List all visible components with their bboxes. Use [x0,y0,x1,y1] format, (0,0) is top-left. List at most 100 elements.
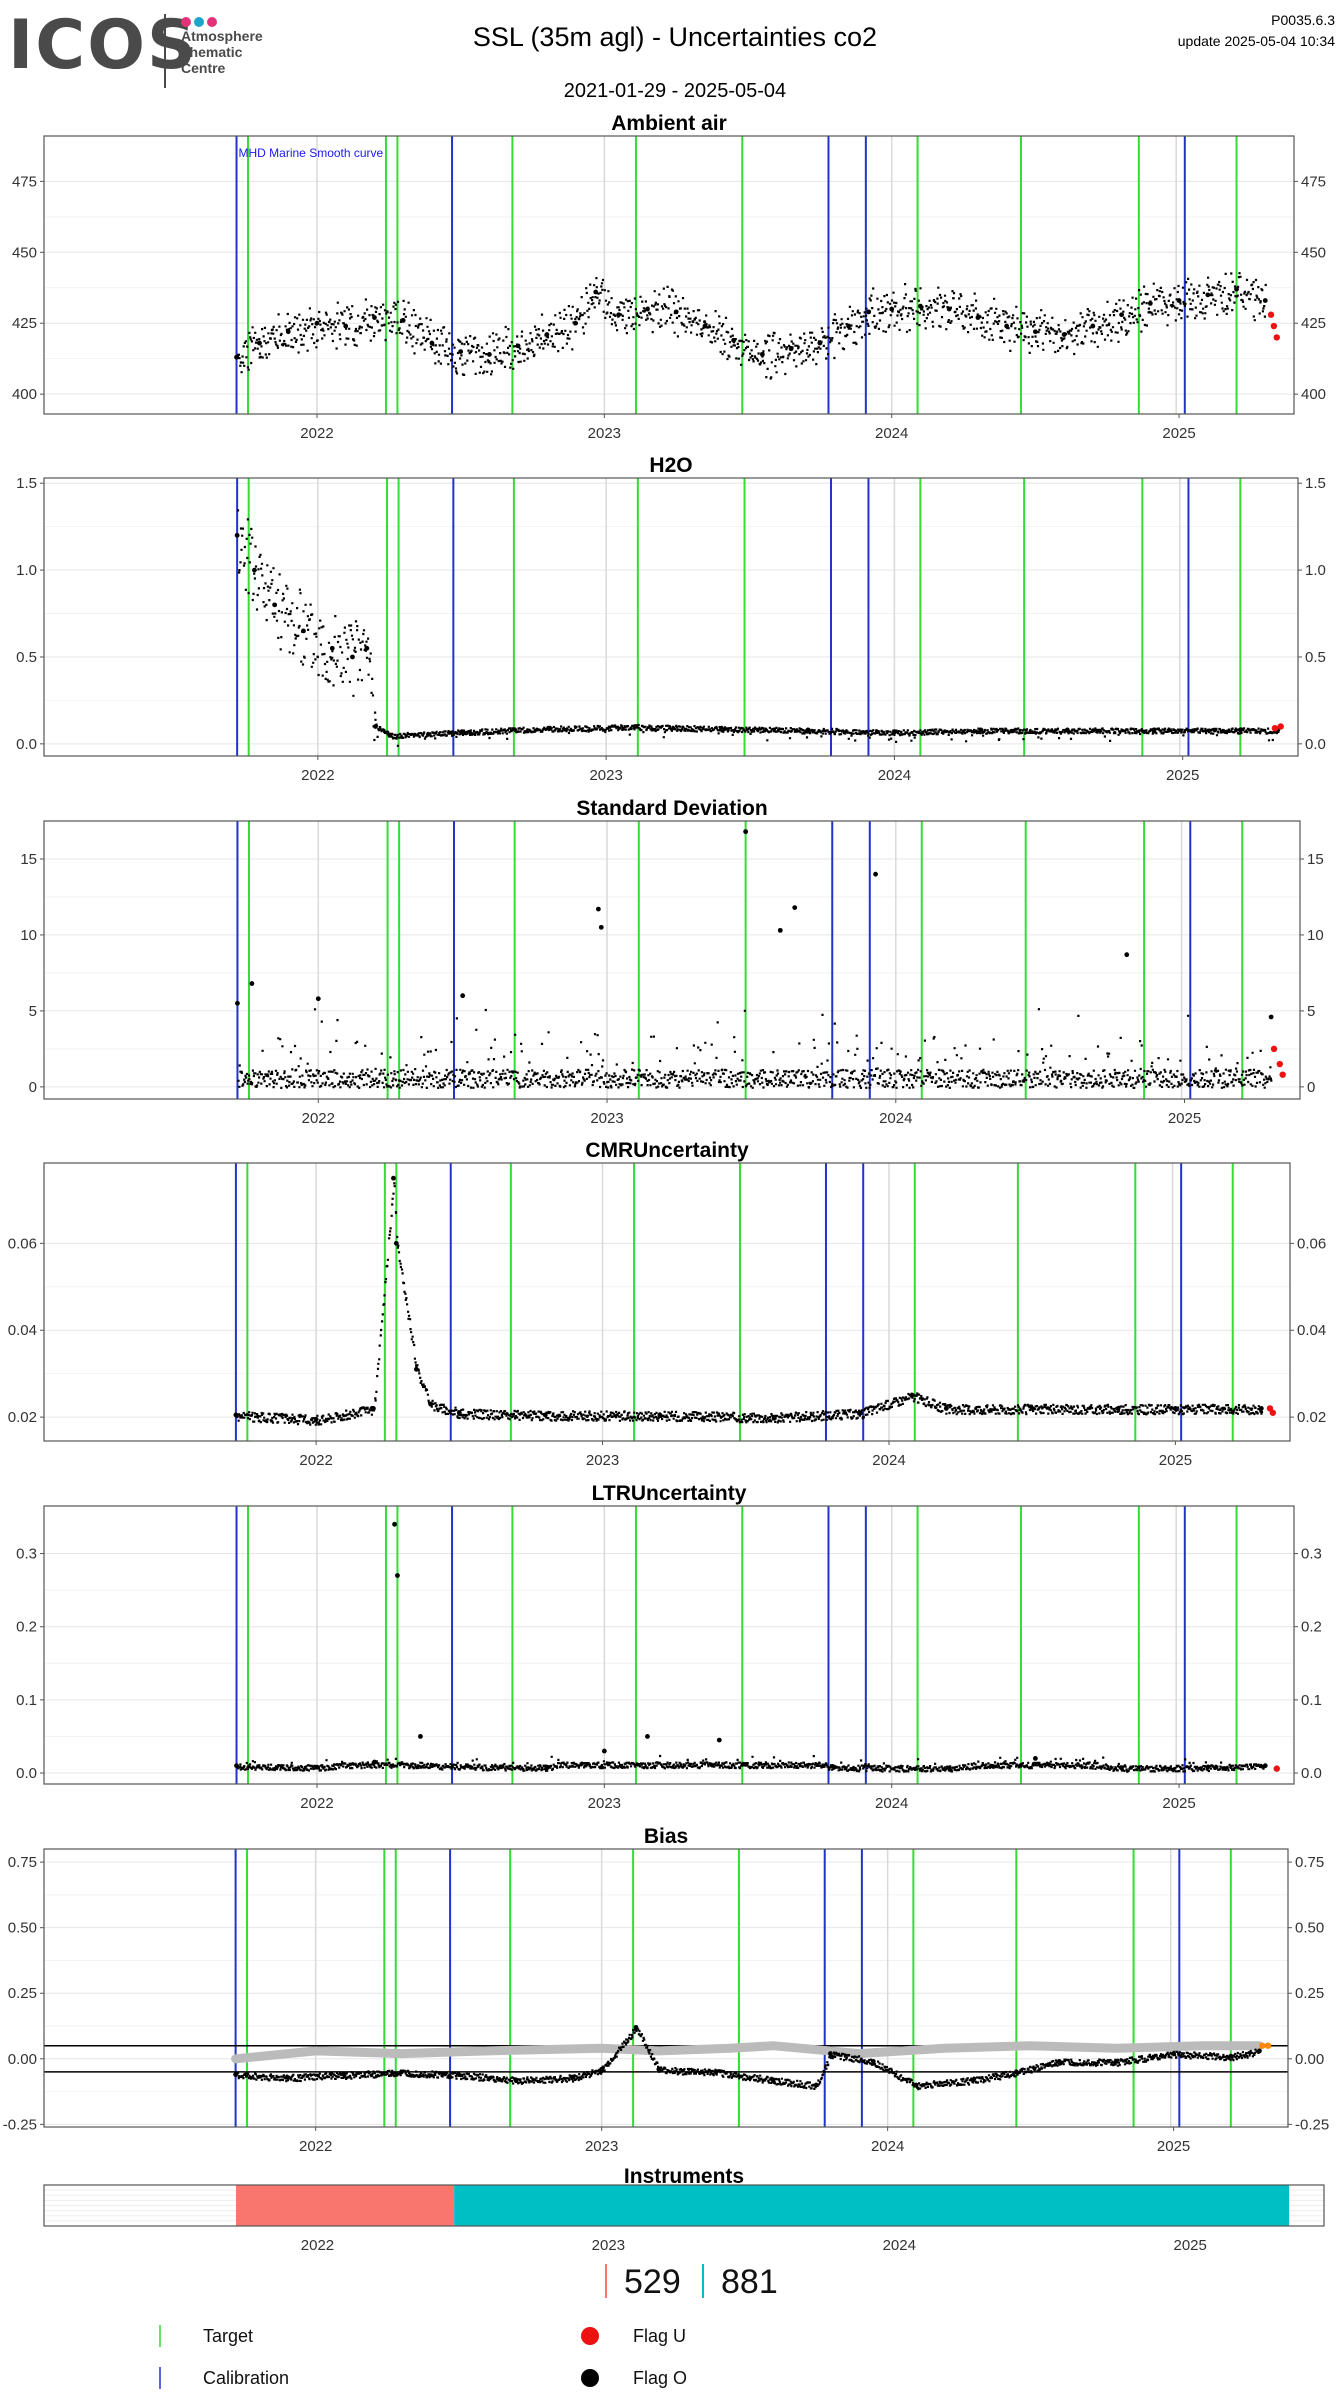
data-point-flag-o [458,349,464,354]
data-point-flag-u [1277,723,1284,730]
instrument-segment-881 [454,2185,1290,2226]
instrument-segment-529 [236,2185,455,2226]
data-point-flag-o [656,2066,662,2072]
data-point-flag-o [978,727,984,733]
data-point-flag-o [372,315,377,320]
data-point-flag-o [546,725,551,731]
logo-subtitle: Atmosphere Thematic Centre [181,28,263,76]
data-point-flag-o [598,924,604,930]
panel-title: Standard Deviation [576,797,767,820]
logo-line-3: Centre [181,60,226,76]
data-point-flag-o [743,829,749,835]
y-tick-label: 0.2 [1301,1619,1322,1636]
y-tick-label: -0.25 [3,2116,37,2133]
update-label: update 2025-05-04 10:34 [1177,33,1335,49]
x-tick-label: 2025 [1166,767,1199,784]
logo-line-2: Thematic [181,44,243,60]
y-tick-label: 0.06 [1297,1235,1326,1252]
data-point-flag-o [813,2082,819,2088]
data-point-flag-o [828,2051,833,2056]
data-point-flag-o [314,320,320,326]
data-point-flag-o [1013,2069,1019,2075]
data-cloud [237,1008,1273,1089]
x-tick-label: 2022 [301,767,334,784]
data-point-flag-o [616,312,622,318]
x-tick-label: 2022 [299,2138,332,2155]
y-tick-label: 10 [1307,927,1324,944]
x-tick-label: 2022 [300,425,333,442]
instrument-label: 881 [721,2263,778,2301]
data-point-flag-o [364,645,370,651]
data-point-flag-o [392,1521,397,1527]
y-tick-label: 0.2 [16,1619,37,1636]
data-point-flag-o [252,567,257,573]
data-point-flag-o [249,981,255,986]
data-point-flag-u [1269,1409,1277,1416]
data-point-flag-o [645,1734,650,1739]
y-tick-label: 0.02 [1297,1409,1326,1426]
data-point-flag-u [1279,1071,1286,1078]
data-point-flag-o [544,332,550,337]
data-point-flag-o [593,289,599,295]
data-point-flag-o [313,1416,319,1422]
legend-label: Flag O [633,2368,687,2388]
data-point-last [1264,2042,1272,2049]
x-tick-label: 2025 [1162,425,1195,442]
legend-key [581,2327,599,2345]
data-point-flag-o [315,996,321,1002]
y-tick-label: 0.50 [1295,1920,1324,1937]
data-point-flag-o [272,602,278,608]
data-point-flag-o [570,2074,576,2080]
data-point-flag-o [395,1573,400,1578]
data-point-flag-o [1147,300,1153,306]
data-point-flag-o [413,1366,419,1372]
data-point-flag-o [1262,298,1268,303]
data-point-flag-o [657,1412,663,1418]
data-point-flag-u [1270,1045,1278,1053]
y-tick-label: 0.50 [8,1920,37,1937]
x-tick-label: 2025 [1168,1110,1201,1127]
data-point-flag-o [350,654,355,660]
panel-4 [40,1505,1298,1788]
data-point-flag-o [909,1392,915,1398]
legend-label: Calibration [203,2368,289,2388]
data-point-flag-o [418,1734,423,1739]
x-tick-label: 2024 [875,425,908,442]
data-point-flag-u [1273,334,1280,341]
data-point-flag-o [1032,329,1038,335]
data-point-flag-o [1176,298,1182,303]
y-tick-label: 15 [20,851,37,868]
y-tick-label: 0.25 [8,1985,37,2002]
x-tick-label: 2024 [875,1795,908,1812]
data-point-flag-o [1064,727,1070,733]
y-tick-label: 5 [1307,1003,1315,1020]
x-tick-label: 2024 [883,2237,916,2254]
data-point-flag-o [599,2066,605,2072]
y-tick-label: 0.0 [1301,1765,1322,1782]
y-tick-label: 0.1 [1301,1692,1322,1709]
x-tick-label: 2023 [586,1452,619,1469]
data-point-flag-o [301,628,306,634]
data-point-flag-o [1258,1406,1264,1411]
data-point-flag-o [233,2072,239,2077]
data-point-flag-o [387,732,393,738]
data-point-flag-o [788,346,794,352]
data-point-flag-o [459,729,465,735]
panel-frame [43,1505,1295,1785]
data-point-flag-o [343,323,349,329]
data-point-flag-o [371,1406,376,1411]
data-point-flag-o [633,2024,639,2030]
y-tick-label: 425 [12,315,37,332]
data-point-flag-o [341,2072,347,2077]
data-point-flag-o [542,1412,548,1418]
y-tick-label: 0 [29,1079,37,1096]
data-point-flag-o [257,340,262,346]
x-tick-label: 2023 [589,767,622,784]
data-point-flag-o [857,1410,863,1416]
x-tick-label: 2023 [588,425,621,442]
y-tick-label: -0.25 [1295,2116,1329,2133]
panel-title: Ambient air [611,112,727,135]
data-point-flag-o [284,2074,290,2080]
data-point-flag-o [1119,312,1124,318]
data-point-flag-o [1205,292,1211,298]
